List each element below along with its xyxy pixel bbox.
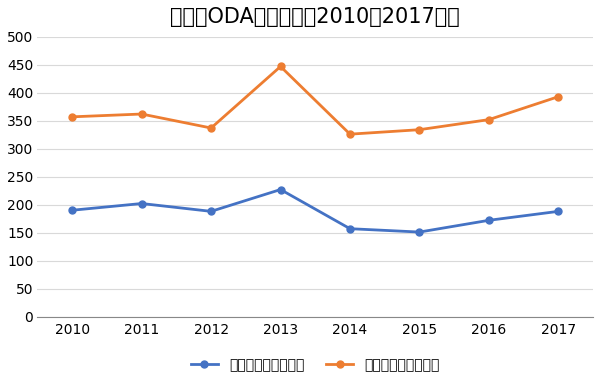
総支出額（億ドル） [346,226,353,231]
総支出額（億ドル） [68,208,76,213]
総支出額（十億円） [208,126,215,130]
総支出額（十億円） [485,117,493,122]
総支出額（十億円） [68,115,76,119]
Legend: 総支出額（億ドル）, 総支出額（十億円）: 総支出額（億ドル）, 総支出額（十億円） [185,353,446,378]
Title: 日本のODA総支出額（2010～2017年）: 日本のODA総支出額（2010～2017年） [170,7,460,27]
総支出額（十億円） [555,94,562,99]
総支出額（十億円） [346,132,353,137]
総支出額（十億円） [416,127,423,132]
総支出額（十億円） [277,64,284,69]
総支出額（億ドル） [485,218,493,223]
総支出額（億ドル） [208,209,215,214]
総支出額（億ドル） [277,187,284,192]
Line: 総支出額（十億円）: 総支出額（十億円） [69,63,562,138]
総支出額（十億円） [138,112,145,116]
総支出額（億ドル） [138,201,145,206]
総支出額（億ドル） [555,209,562,214]
総支出額（億ドル） [416,230,423,234]
Line: 総支出額（億ドル）: 総支出額（億ドル） [69,186,562,235]
